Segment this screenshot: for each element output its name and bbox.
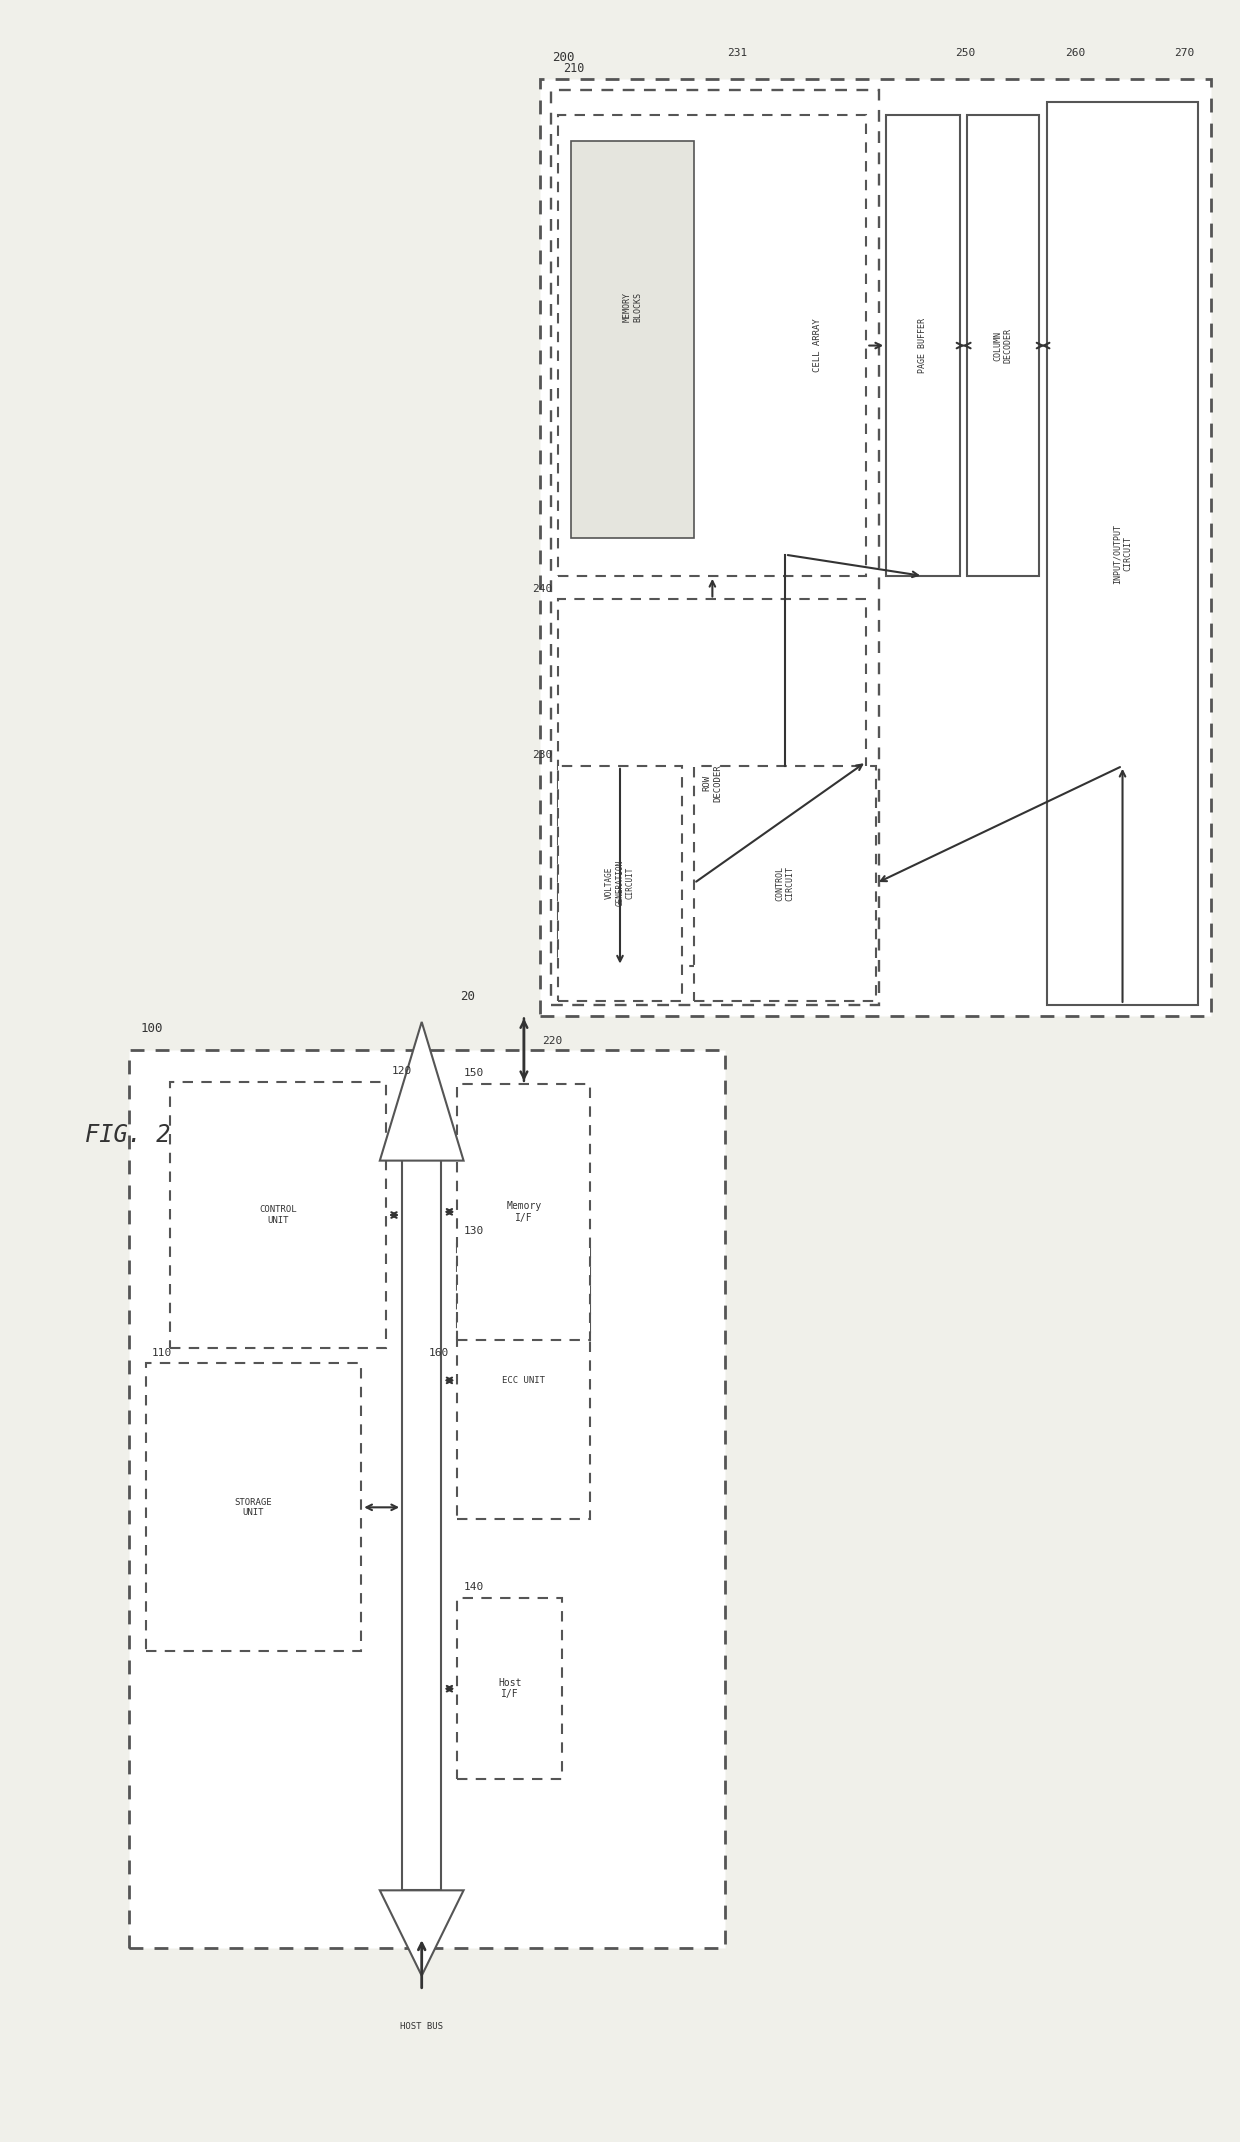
Bar bbox=[558, 767, 682, 1000]
Bar bbox=[539, 79, 1211, 1015]
Bar bbox=[458, 1084, 590, 1341]
Bar bbox=[129, 1050, 724, 1947]
Bar bbox=[558, 116, 867, 576]
Text: 120: 120 bbox=[392, 1067, 413, 1075]
Text: 210: 210 bbox=[563, 62, 585, 75]
Bar bbox=[551, 90, 879, 1005]
Polygon shape bbox=[379, 1891, 464, 1975]
Text: CONTROL
CIRCUIT: CONTROL CIRCUIT bbox=[775, 865, 795, 902]
Text: 220: 220 bbox=[542, 1037, 563, 1045]
Text: 230: 230 bbox=[532, 750, 552, 760]
Text: PAGE BUFFER: PAGE BUFFER bbox=[919, 317, 928, 373]
Text: VOLTAGE
GENERATION
CIRCUIT: VOLTAGE GENERATION CIRCUIT bbox=[605, 861, 635, 906]
Bar bbox=[1048, 103, 1198, 1005]
Text: HOST BUS: HOST BUS bbox=[401, 2022, 443, 2031]
Bar bbox=[694, 767, 877, 1000]
Bar bbox=[967, 116, 1039, 576]
Text: 20: 20 bbox=[460, 990, 475, 1002]
Text: 270: 270 bbox=[1174, 49, 1194, 58]
Text: STORAGE
UNIT: STORAGE UNIT bbox=[234, 1497, 273, 1517]
Bar bbox=[402, 1118, 441, 1891]
Text: 150: 150 bbox=[464, 1069, 484, 1077]
Text: 100: 100 bbox=[141, 1022, 164, 1035]
Text: 260: 260 bbox=[1065, 49, 1086, 58]
Polygon shape bbox=[379, 1022, 464, 1161]
Text: CELL ARRAY: CELL ARRAY bbox=[812, 319, 822, 373]
Text: INPUT/OUTPUT
CIRCUIT: INPUT/OUTPUT CIRCUIT bbox=[1112, 523, 1132, 583]
Text: 130: 130 bbox=[464, 1225, 484, 1236]
Text: COLUMN
DECODER: COLUMN DECODER bbox=[993, 328, 1013, 362]
Text: MEMORY
BLOCKS: MEMORY BLOCKS bbox=[622, 291, 642, 321]
Bar bbox=[146, 1362, 361, 1651]
Bar bbox=[458, 1598, 562, 1780]
Text: ROW
DECODER: ROW DECODER bbox=[703, 765, 722, 801]
Bar bbox=[570, 141, 694, 538]
Text: 240: 240 bbox=[532, 585, 552, 593]
Text: FIG. 2: FIG. 2 bbox=[84, 1122, 170, 1146]
Bar bbox=[458, 1242, 590, 1519]
Text: ECC UNIT: ECC UNIT bbox=[502, 1375, 546, 1386]
Bar bbox=[170, 1082, 386, 1347]
Text: 160: 160 bbox=[429, 1347, 449, 1358]
Text: 200: 200 bbox=[552, 51, 575, 64]
Text: Host
I/F: Host I/F bbox=[498, 1677, 522, 1699]
Text: 140: 140 bbox=[464, 1583, 484, 1592]
Text: 231: 231 bbox=[727, 49, 748, 58]
Text: Memory
I/F: Memory I/F bbox=[506, 1202, 542, 1223]
Bar bbox=[558, 600, 867, 966]
Bar bbox=[887, 116, 960, 576]
Text: 110: 110 bbox=[153, 1347, 172, 1358]
Text: 250: 250 bbox=[955, 49, 975, 58]
Text: CONTROL
UNIT: CONTROL UNIT bbox=[259, 1206, 298, 1225]
